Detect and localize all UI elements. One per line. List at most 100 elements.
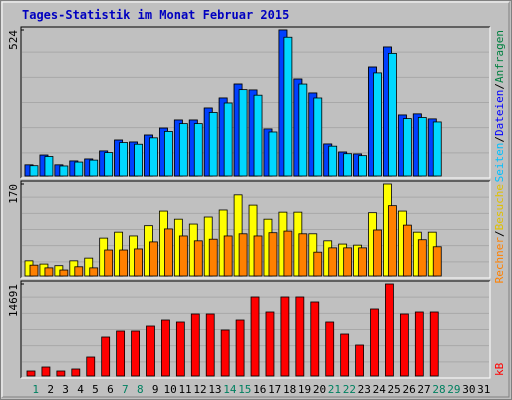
legend-separator: /: [493, 83, 506, 90]
bar: [385, 283, 394, 377]
legend: kB: [493, 362, 506, 376]
bar: [86, 356, 96, 377]
x-tick-label: 29: [447, 383, 460, 396]
x-tick-label: 10: [164, 383, 177, 396]
x-tick-label: 13: [208, 383, 221, 396]
bar: [146, 325, 155, 377]
bar: [164, 228, 173, 277]
bar: [328, 145, 338, 177]
bar: [208, 112, 218, 177]
bar: [370, 308, 379, 377]
legend-entry: kB: [493, 362, 506, 376]
bar: [223, 102, 233, 177]
bar: [238, 89, 248, 177]
bar: [101, 336, 111, 377]
bar: [116, 330, 126, 377]
bar: [340, 333, 350, 377]
x-tick-label: 24: [373, 383, 387, 396]
legend-entry: Dateien: [493, 90, 506, 136]
bar: [295, 296, 305, 377]
chart-title: Tages-Statistik im Monat Februar 2015: [22, 8, 289, 22]
x-tick-label: 5: [92, 383, 99, 396]
bar: [310, 301, 320, 377]
bar: [343, 153, 353, 177]
bar: [388, 53, 397, 177]
panel-border-light: [21, 27, 491, 179]
legend-entry: Rechner: [493, 237, 506, 284]
x-tick-label: 7: [122, 383, 129, 396]
x-tick-label: 23: [358, 383, 371, 396]
bar: [432, 121, 442, 177]
legend-entry: Seiten: [493, 143, 506, 183]
x-tick-label: 18: [283, 383, 296, 396]
legend: Seiten/Dateien/Anfragen: [493, 30, 506, 182]
x-tick-label: 21: [328, 383, 341, 396]
bar: [178, 235, 188, 277]
bar: [235, 319, 245, 377]
x-tick-label: 4: [77, 383, 84, 396]
bar: [388, 205, 397, 277]
bar: [417, 239, 427, 277]
y-tick-label: 524: [7, 30, 20, 50]
x-tick-label: 19: [298, 383, 311, 396]
x-tick-label: 30: [462, 383, 475, 396]
x-tick-label: 16: [253, 383, 266, 396]
bar: [265, 311, 275, 377]
bar: [313, 251, 323, 277]
x-tick-label: 15: [238, 383, 251, 396]
bar: [149, 137, 158, 177]
bar: [328, 247, 338, 277]
bar: [56, 370, 66, 377]
x-tick-label: 25: [388, 383, 401, 396]
bar: [193, 240, 203, 277]
x-tick-label: 3: [62, 383, 69, 396]
legend-separator: /: [493, 230, 506, 237]
bar: [104, 249, 114, 277]
x-tick-label: 26: [402, 383, 415, 396]
bar: [44, 156, 54, 177]
bar: [164, 131, 173, 177]
x-tick-label: 14: [223, 383, 237, 396]
bar: [59, 165, 69, 177]
bar: [298, 83, 308, 177]
bar: [298, 233, 308, 277]
bar: [131, 330, 140, 377]
panel-border: [20, 280, 490, 378]
bar: [178, 123, 188, 177]
bar: [205, 313, 215, 377]
y-tick-label: 170: [7, 184, 20, 204]
x-tick-label: 6: [107, 383, 114, 396]
bar: [175, 321, 185, 377]
bar: [208, 238, 218, 277]
bar: [358, 247, 367, 277]
x-tick-label: 11: [178, 383, 191, 396]
bar: [268, 232, 278, 277]
bar: [223, 235, 233, 277]
bar: [280, 296, 290, 377]
bar: [402, 224, 412, 277]
bar: [253, 235, 263, 277]
bar: [238, 233, 248, 277]
bar: [104, 152, 114, 177]
bar: [29, 264, 39, 277]
bar: [190, 313, 200, 377]
legend-entry: Anfragen: [493, 30, 506, 83]
legend-separator: /: [493, 136, 506, 143]
x-tick-label: 28: [432, 383, 445, 396]
bar: [373, 229, 382, 277]
bar: [268, 131, 278, 177]
bar: [432, 246, 442, 277]
x-tick-label: 1: [32, 383, 39, 396]
x-tick-label: 20: [313, 383, 326, 396]
bar: [59, 269, 69, 277]
y-tick-label: 14691: [7, 284, 20, 317]
bar: [149, 241, 158, 277]
bar: [253, 94, 263, 177]
bar: [429, 311, 439, 377]
bar: [26, 370, 36, 377]
bar: [161, 319, 170, 377]
x-tick-label: 9: [152, 383, 159, 396]
